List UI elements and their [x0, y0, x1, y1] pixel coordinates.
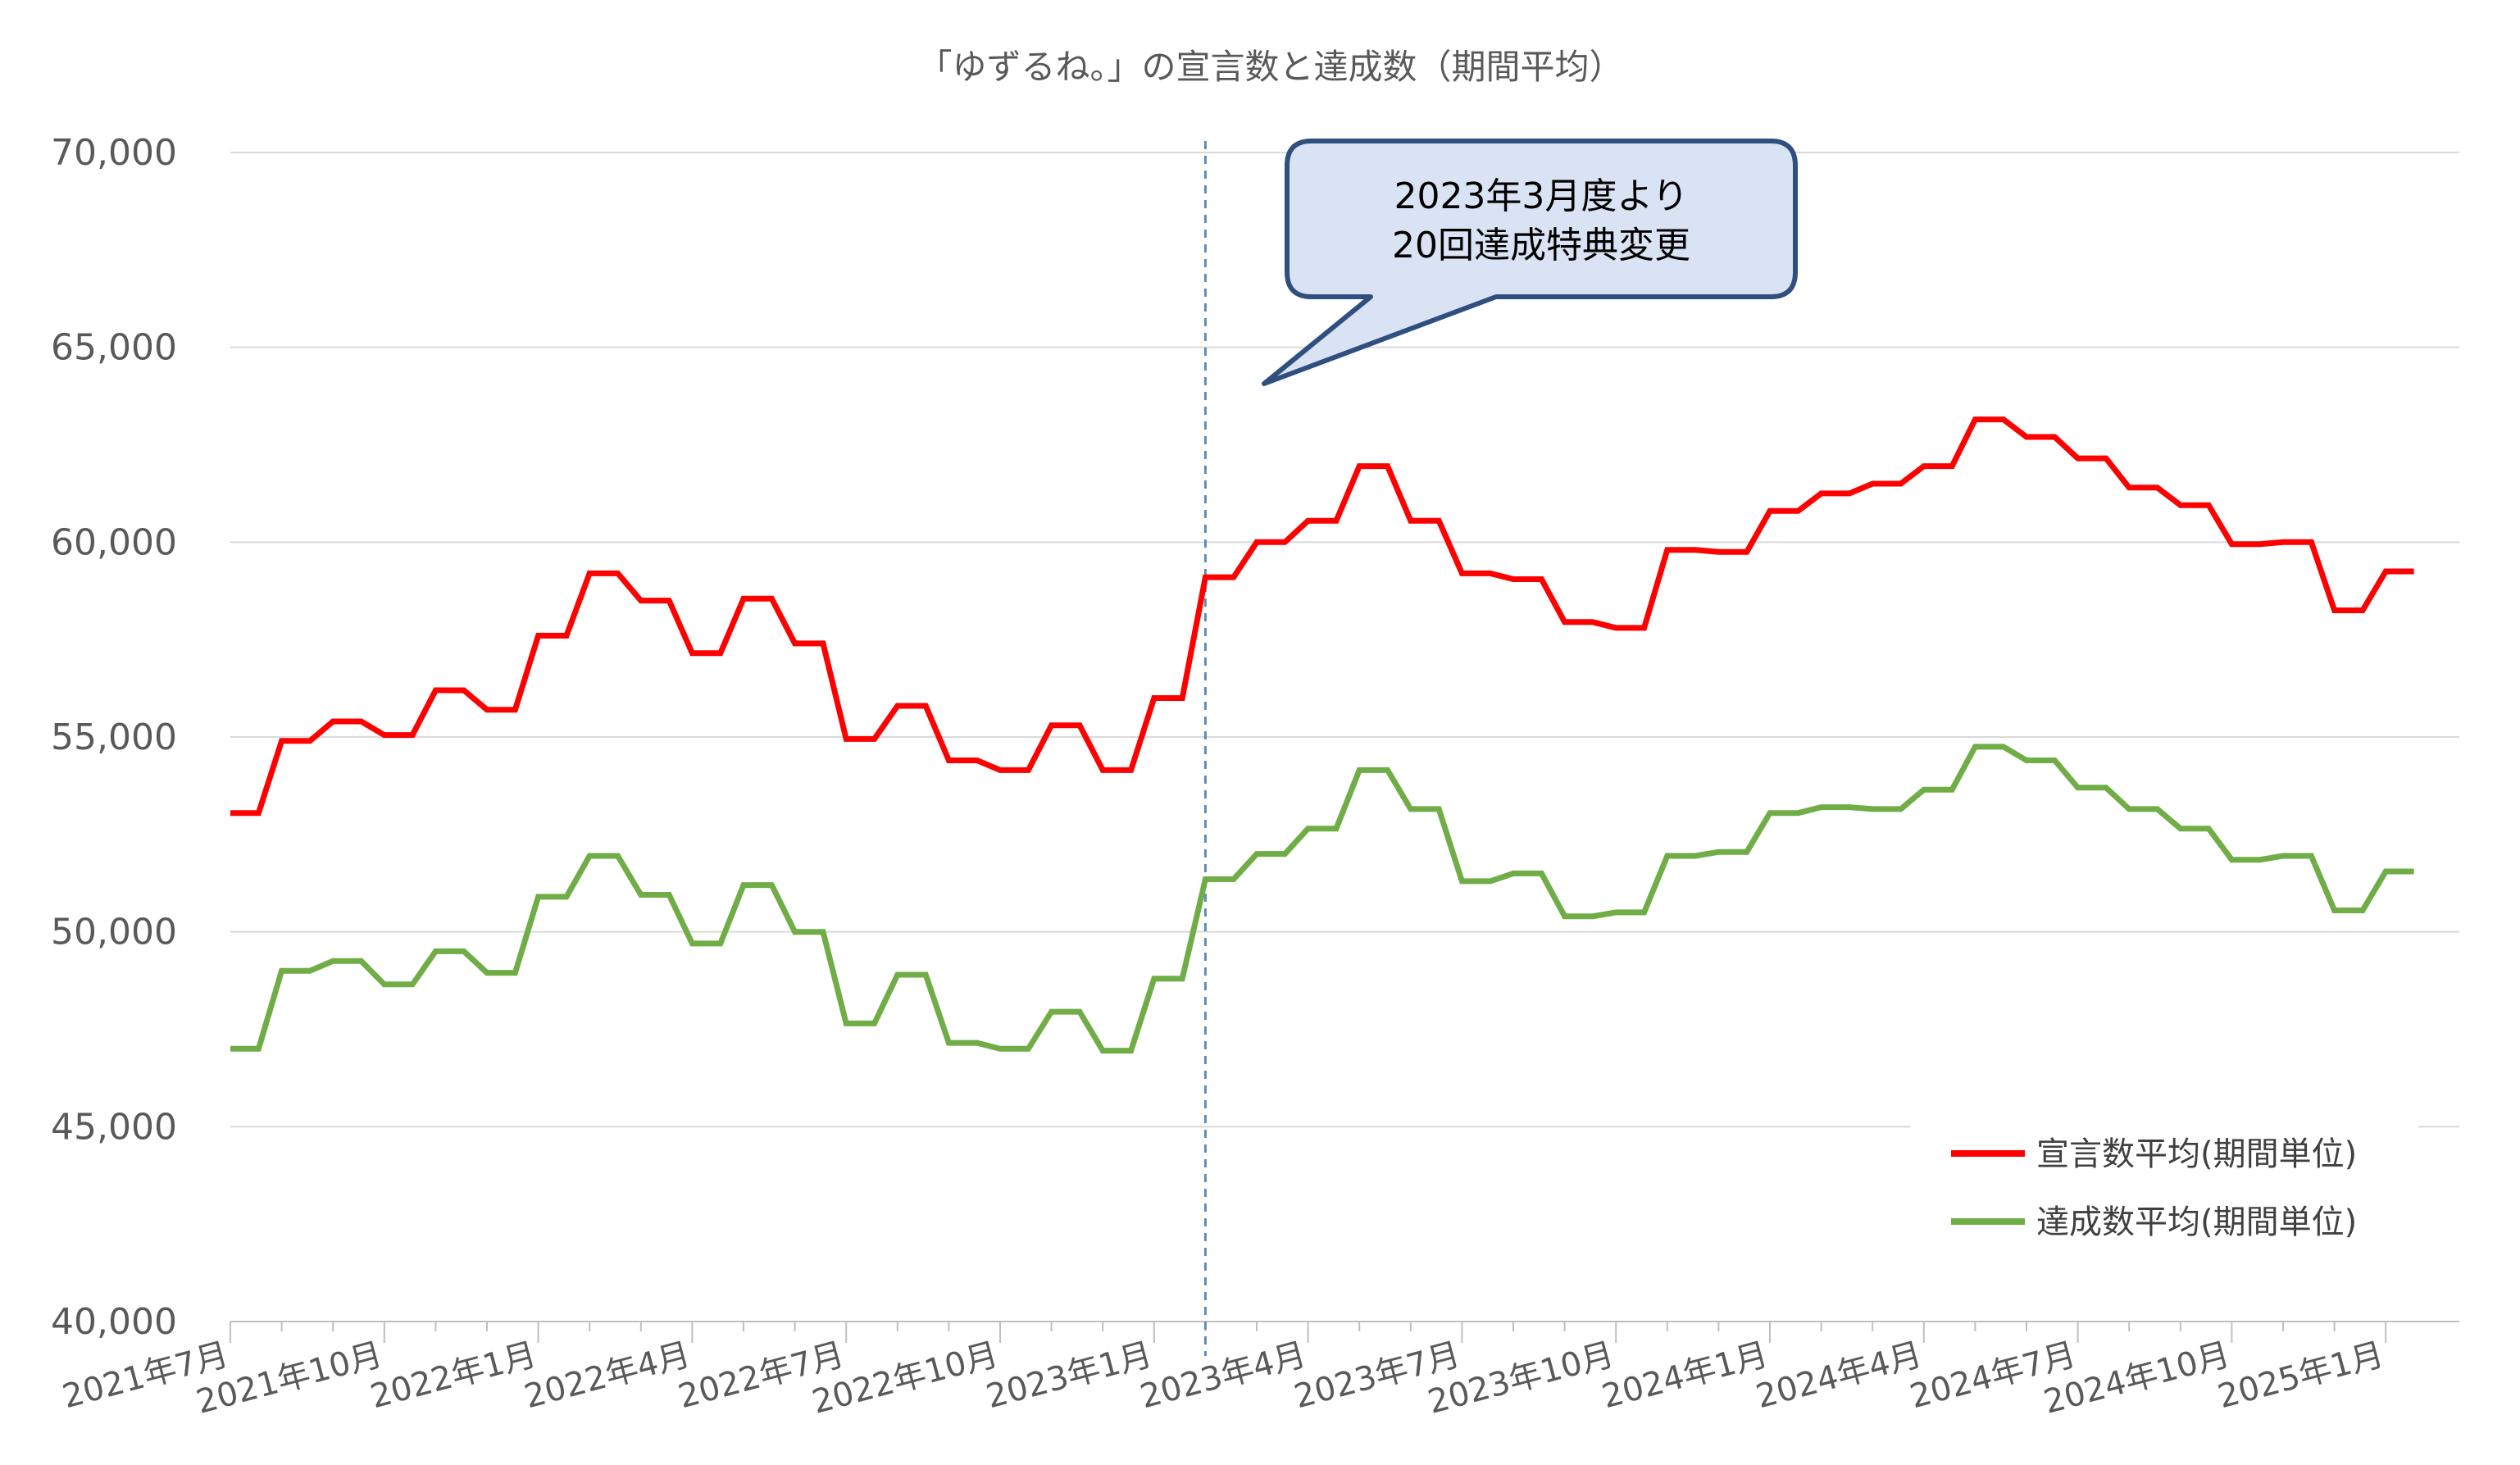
y-tick-label: 40,000	[51, 1301, 177, 1343]
annotation-callout: 2023年3月度より 20回達成特典変更	[1262, 139, 1798, 386]
legend: 宣言数平均(期間単位) 達成数平均(期間単位)	[1910, 1115, 2418, 1271]
y-axis-tick-labels: 40,000 45,000 50,000 55,000 60,000 65,000 70,0…	[51, 132, 177, 1343]
series-line-achievements	[230, 744, 2414, 1054]
y-tick-label: 60,000	[51, 521, 177, 563]
callout-box	[1262, 139, 1798, 386]
x-tick-label: 2024年1月	[1598, 1335, 1772, 1416]
legend-background	[1910, 1115, 2418, 1271]
y-tick-label: 50,000	[51, 912, 177, 953]
y-tick-label: 65,000	[51, 327, 177, 369]
x-tick-label: 2022年4月	[521, 1335, 694, 1416]
x-axis: 2021年7月2021年10月2022年1月2022年4月2022年7月2022…	[58, 1321, 2459, 1422]
series-line-declarations	[230, 416, 2414, 817]
x-tick-label: 2023年1月	[982, 1335, 1156, 1416]
callout-line-2: 20回達成特典変更	[1392, 225, 1690, 266]
legend-label-declarations: 宣言数平均(期間単位)	[2036, 1135, 2357, 1173]
x-tick-label: 2025年1月	[2214, 1335, 2388, 1416]
series-layer	[230, 416, 2414, 1054]
x-tick-label: 2024年4月	[1752, 1335, 1926, 1416]
y-tick-label: 70,000	[51, 132, 177, 174]
y-tick-label: 45,000	[51, 1106, 177, 1148]
legend-label-achievements: 達成数平均(期間単位)	[2036, 1203, 2357, 1241]
y-tick-label: 55,000	[51, 717, 177, 758]
x-tick-label: 2023年4月	[1136, 1335, 1310, 1416]
chart-title: 「ゆずるね。」の宣言数と達成数（期間平均）	[917, 47, 1623, 87]
x-tick-label: 2022年1月	[366, 1335, 540, 1416]
callout-line-1: 2023年3月度より	[1394, 175, 1688, 217]
